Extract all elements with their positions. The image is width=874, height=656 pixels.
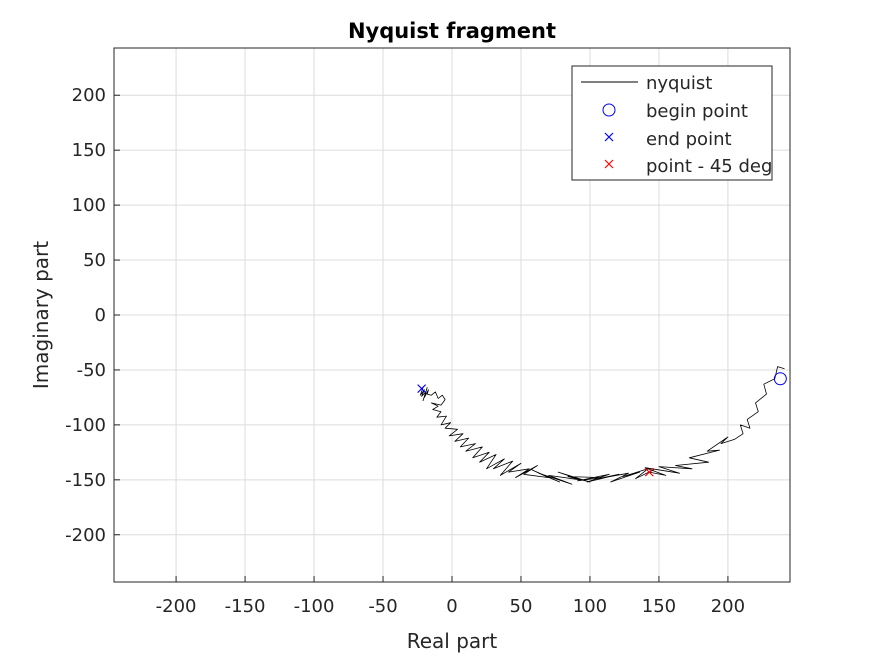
series-layer bbox=[417, 366, 787, 485]
x-axis-label: Real part bbox=[407, 629, 498, 653]
y-tick-label: -200 bbox=[65, 525, 106, 546]
y-tick-label: 0 bbox=[95, 305, 106, 326]
x-tick-label: 50 bbox=[510, 596, 533, 617]
x-tick-label: 200 bbox=[711, 596, 745, 617]
x-tick-label: 150 bbox=[642, 596, 676, 617]
x-tick-label: -200 bbox=[156, 596, 197, 617]
x-tick-label: -150 bbox=[225, 596, 266, 617]
legend-point45-label: point - 45 deg bbox=[646, 156, 772, 177]
point-45-deg-marker bbox=[644, 467, 654, 477]
x-tick-label: -50 bbox=[368, 596, 397, 617]
legend-nyquist-label: nyquist bbox=[646, 73, 712, 94]
y-tick-labels: -200 -150 -100 -50 0 50 100 150 200 bbox=[65, 85, 120, 546]
legend-end-label: end point bbox=[646, 129, 732, 150]
legend-end-swatch bbox=[604, 132, 614, 142]
y-tick-label: 200 bbox=[72, 85, 106, 106]
x-tick-labels: -200 -150 -100 -50 0 50 100 150 200 bbox=[156, 576, 745, 617]
x-tick-label: -100 bbox=[294, 596, 335, 617]
nyquist-curve bbox=[419, 366, 785, 485]
legend-begin-swatch bbox=[602, 103, 616, 117]
end-point-marker bbox=[417, 384, 427, 394]
chart-title: Nyquist fragment bbox=[348, 19, 556, 43]
y-axis-label: Imaginary part bbox=[29, 241, 53, 389]
begin-point-marker bbox=[773, 372, 787, 386]
y-tick-label: 150 bbox=[72, 140, 106, 161]
legend-begin-label: begin point bbox=[646, 101, 748, 122]
y-tick-label: 100 bbox=[72, 195, 106, 216]
y-tick-label: 50 bbox=[83, 250, 106, 271]
legend-point45-swatch bbox=[604, 159, 614, 169]
y-tick-label: -150 bbox=[65, 470, 106, 491]
y-tick-label: -50 bbox=[77, 360, 106, 381]
x-tick-label: 100 bbox=[573, 596, 607, 617]
legend: nyquist begin point end point point - 45… bbox=[571, 65, 773, 181]
x-tick-label: 0 bbox=[446, 596, 457, 617]
y-tick-label: -100 bbox=[65, 415, 106, 436]
